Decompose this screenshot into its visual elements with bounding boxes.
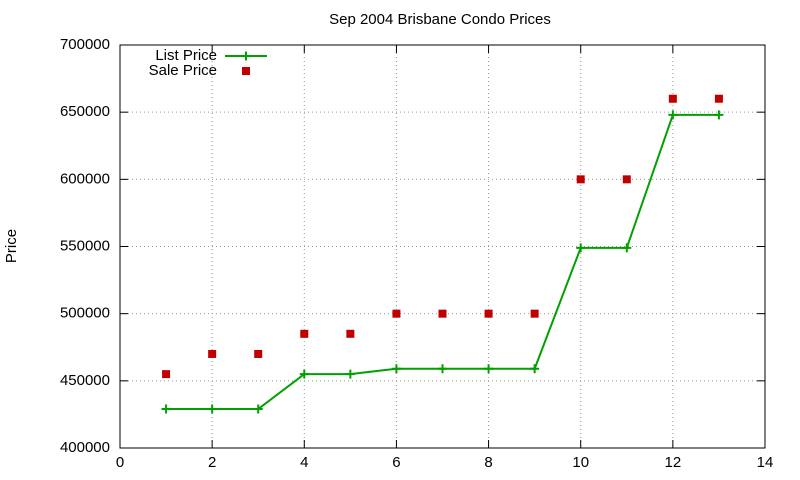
data-point xyxy=(391,364,401,374)
x-tick-label: 14 xyxy=(757,454,774,471)
data-point xyxy=(162,370,171,379)
data-point xyxy=(576,175,585,184)
data-point xyxy=(530,364,540,374)
y-tick-label: 550000 xyxy=(60,237,110,254)
x-tick-label: 12 xyxy=(665,454,682,471)
data-point xyxy=(484,309,493,318)
data-point xyxy=(714,94,723,103)
data-point xyxy=(299,369,309,379)
legend-label: Sale Price xyxy=(149,62,217,79)
data-point xyxy=(622,243,632,253)
data-point xyxy=(161,404,171,414)
y-tick-label: 400000 xyxy=(60,439,110,456)
data-point xyxy=(668,110,678,120)
data-point xyxy=(254,349,263,358)
data-point xyxy=(345,369,355,379)
legend-marker xyxy=(242,67,250,75)
x-tick-label: 4 xyxy=(300,454,308,471)
y-tick-label: 700000 xyxy=(60,36,110,53)
data-point xyxy=(530,309,539,318)
y-tick-label: 650000 xyxy=(60,103,110,120)
data-point xyxy=(438,364,447,374)
data-point xyxy=(346,329,355,338)
x-tick-label: 6 xyxy=(392,454,400,471)
data-point xyxy=(208,349,217,358)
data-point xyxy=(668,94,677,103)
x-tick-label: 2 xyxy=(208,454,216,471)
x-tick-label: 8 xyxy=(484,454,492,471)
legend-marker xyxy=(241,51,251,61)
data-point xyxy=(392,309,401,318)
y-tick-label: 600000 xyxy=(60,170,110,187)
data-point xyxy=(438,309,447,318)
x-tick-label: 10 xyxy=(572,454,589,471)
plot-frame xyxy=(119,44,766,449)
data-point xyxy=(253,404,263,414)
data-point xyxy=(207,404,217,414)
data-point xyxy=(484,364,494,374)
y-axis-label: Price xyxy=(3,229,20,263)
data-point xyxy=(714,110,724,120)
x-tick-label: 0 xyxy=(116,454,124,471)
y-tick-label: 500000 xyxy=(60,305,110,322)
data-point xyxy=(300,329,309,338)
data-point xyxy=(576,243,586,253)
y-tick-label: 450000 xyxy=(60,372,110,389)
data-point xyxy=(622,175,631,184)
legend-label: List Price xyxy=(155,47,217,64)
chart-title: Sep 2004 Brisbane Condo Prices xyxy=(329,11,551,28)
